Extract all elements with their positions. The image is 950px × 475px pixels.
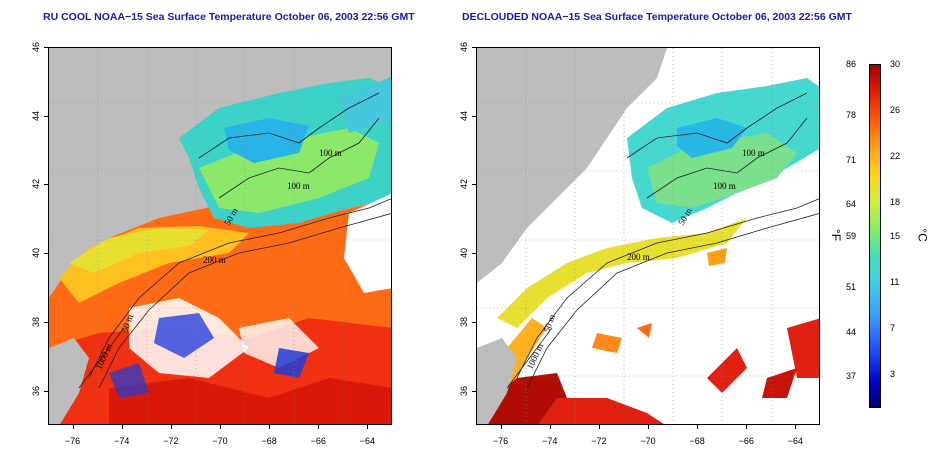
left-lon-tick-mark bbox=[170, 425, 172, 429]
right-lat-tick-label: 46 bbox=[459, 41, 469, 53]
right-lon-tick-label: −76 bbox=[492, 436, 509, 446]
right-contour-label-100m-a: 100 m bbox=[742, 148, 765, 158]
left-lat-tick-mark bbox=[44, 184, 48, 186]
fahrenheit-tick-label: 44 bbox=[846, 326, 857, 337]
celsius-tick-label: 11 bbox=[890, 276, 900, 287]
right-map-title: DECLOUDED NOAA−15 Sea Surface Temperatur… bbox=[462, 11, 852, 23]
left-lat-tick-mark bbox=[44, 390, 48, 392]
left-lon-tick-mark bbox=[367, 425, 369, 429]
right-lat-tick-mark bbox=[472, 115, 476, 117]
right-lat-tick-label: 44 bbox=[459, 110, 469, 121]
left-lat-tick-mark bbox=[44, 253, 48, 255]
right-lat-tick-label: 42 bbox=[459, 179, 469, 190]
right-lon-tick-mark bbox=[549, 425, 551, 429]
right-lat-tick-mark bbox=[472, 184, 476, 186]
left-map-title: RU COOL NOAA−15 Sea Surface Temperature … bbox=[43, 11, 415, 23]
left-lon-tick-mark bbox=[72, 425, 74, 429]
right-lon-tick-label: −68 bbox=[689, 436, 705, 446]
right-lon-tick-mark bbox=[697, 425, 699, 429]
right-lon-tick-label: −64 bbox=[787, 436, 804, 446]
right-lon-tick-mark bbox=[648, 425, 649, 429]
celsius-tick-label: 18 bbox=[890, 196, 901, 207]
left-lat-tick-label: 46 bbox=[31, 41, 41, 53]
left-lon-tick-label: −70 bbox=[212, 436, 228, 446]
right-lon-tick-label: −74 bbox=[542, 436, 558, 446]
celsius-tick-label: 3 bbox=[890, 368, 896, 379]
left-lat-tick-label: 38 bbox=[31, 316, 41, 327]
left-lon-tick-mark bbox=[220, 425, 221, 429]
fahrenheit-tick-label: 37 bbox=[846, 371, 857, 382]
fahrenheit-tick-label: 86 bbox=[846, 59, 857, 69]
celsius-unit-label: °C bbox=[915, 228, 930, 242]
fahrenheit-tick-label: 64 bbox=[846, 199, 857, 210]
left-lon-tick-label: −66 bbox=[310, 436, 326, 446]
right-lon-tick-label: −66 bbox=[738, 436, 754, 446]
right-lon-tick-mark bbox=[795, 425, 797, 429]
left-lat-tick-mark bbox=[44, 321, 48, 323]
right-lat-tick-label: 36 bbox=[459, 385, 469, 396]
left-contour-label-100m-b: 100 m bbox=[287, 181, 310, 191]
left-lon-tick-label: −76 bbox=[64, 436, 81, 446]
fahrenheit-unit-label: °F bbox=[829, 228, 844, 242]
celsius-tick-label: 26 bbox=[890, 104, 901, 115]
temperature-colorbar bbox=[869, 64, 881, 408]
left-lat-tick-mark bbox=[44, 115, 48, 117]
left-lat-tick-mark bbox=[44, 47, 48, 48]
right-lon-tick-label: −72 bbox=[591, 436, 607, 446]
celsius-tick-label: 30 bbox=[890, 59, 901, 69]
left-lat-tick-label: 42 bbox=[31, 179, 41, 190]
left-lon-tick-mark bbox=[318, 425, 320, 429]
left-lon-tick-label: −74 bbox=[114, 436, 130, 446]
right-contour-label-200m: 200 m bbox=[627, 252, 650, 262]
left-lon-tick-mark bbox=[121, 425, 123, 429]
left-lat-tick-label: 40 bbox=[31, 248, 41, 259]
declouded-sst-map-image: 100 m 100 m 50 m 200 m 50 m 1000 m bbox=[477, 48, 819, 424]
left-contour-label-100m-a: 100 m bbox=[319, 148, 342, 158]
fahrenheit-tick-label: 51 bbox=[846, 281, 857, 292]
left-contour-label-200m: 200 m bbox=[203, 255, 226, 265]
right-lat-tick-mark bbox=[472, 321, 476, 323]
celsius-tick-label: 7 bbox=[890, 322, 896, 333]
right-lat-tick-label: 38 bbox=[459, 316, 469, 327]
right-lon-tick-mark bbox=[598, 425, 600, 429]
celsius-tick-label: 22 bbox=[890, 150, 901, 161]
declouded-sst-map[interactable]: 100 m 100 m 50 m 200 m 50 m 1000 m bbox=[476, 47, 820, 425]
fahrenheit-tick-label: 59 bbox=[846, 231, 857, 241]
right-lon-tick-mark bbox=[746, 425, 748, 429]
left-lon-tick-label: −68 bbox=[261, 436, 277, 446]
right-lat-tick-label: 40 bbox=[459, 248, 469, 259]
celsius-tick-label: 15 bbox=[890, 231, 901, 241]
right-lat-tick-mark bbox=[472, 253, 476, 255]
right-lat-tick-mark bbox=[472, 47, 476, 48]
right-contour-label-100m-b: 100 m bbox=[713, 181, 736, 191]
raw-sst-map[interactable]: 100 m 100 m 50 m 200 m 50 m 1000 m bbox=[48, 47, 392, 425]
fahrenheit-tick-label: 71 bbox=[846, 154, 857, 165]
left-lon-tick-label: −72 bbox=[163, 436, 179, 446]
left-lat-tick-label: 44 bbox=[31, 110, 41, 121]
fahrenheit-tick-label: 78 bbox=[846, 109, 857, 120]
left-lon-tick-label: −64 bbox=[359, 436, 376, 446]
raw-sst-map-image: 100 m 100 m 50 m 200 m 50 m 1000 m bbox=[49, 48, 391, 424]
right-lat-tick-mark bbox=[472, 390, 476, 392]
left-lon-tick-mark bbox=[269, 425, 271, 429]
right-lon-tick-label: −70 bbox=[640, 436, 656, 446]
left-lat-tick-label: 36 bbox=[31, 385, 41, 396]
right-lon-tick-mark bbox=[500, 425, 502, 429]
